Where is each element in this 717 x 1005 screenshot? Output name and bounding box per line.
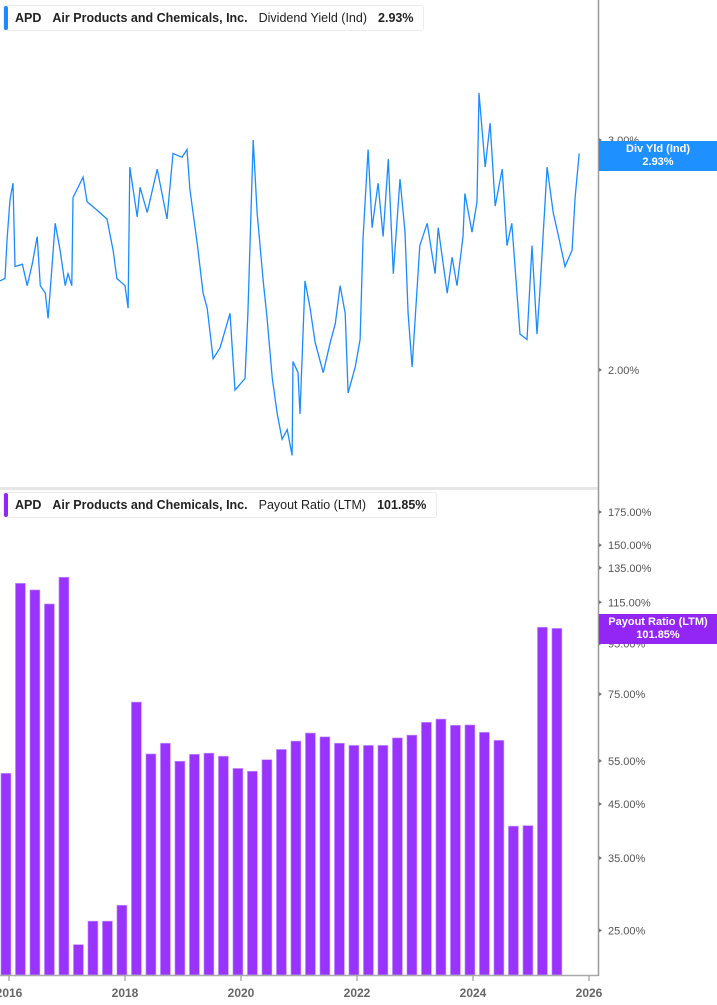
- y-tick-mark: [599, 543, 602, 548]
- dividend-yield-plot: [0, 92, 580, 456]
- y-tick-mark: [599, 565, 602, 570]
- payout-bar: [131, 701, 142, 976]
- legend-company: Air Products and Chemicals, Inc.: [52, 11, 248, 25]
- payout-bar: [392, 737, 403, 976]
- series-color-swatch: [4, 493, 8, 517]
- payout-ratio-badge: Payout Ratio (LTM) 101.85%: [599, 614, 717, 644]
- x-tick-label: 2026: [576, 986, 603, 1000]
- legend-metric: Dividend Yield (Ind): [258, 11, 368, 25]
- y-tick-label: 45.00%: [608, 799, 646, 811]
- payout-bar: [290, 740, 302, 976]
- payout-bar: [15, 583, 26, 976]
- y-tick-mark: [599, 801, 602, 806]
- payout-bar: [174, 760, 186, 976]
- payout-bar: [0, 773, 12, 976]
- payout-bar: [406, 734, 418, 976]
- payout-bar: [377, 745, 389, 976]
- y-tick-mark: [599, 856, 602, 861]
- payout-bar: [508, 825, 519, 976]
- payout-bar: [363, 745, 374, 976]
- payout-bar: [305, 732, 316, 976]
- legend-ticker: APD: [15, 498, 42, 512]
- y-tick-mark: [599, 510, 602, 514]
- payout-bar: [450, 724, 461, 976]
- payout-bar: [334, 742, 345, 976]
- panel-divider[interactable]: [0, 487, 598, 490]
- payout-bar: [58, 576, 70, 976]
- payout-bar: [44, 603, 55, 976]
- y-tick-label: 55.00%: [608, 756, 646, 768]
- payout-bar: [464, 724, 476, 976]
- payout-bar: [145, 753, 157, 976]
- payout-bar: [218, 755, 229, 976]
- payout-bar: [276, 749, 287, 976]
- legend-value: 101.85%: [377, 498, 427, 512]
- payout-bar: [537, 626, 548, 976]
- legend-metric: Payout Ratio (LTM): [258, 498, 367, 512]
- payout-bar: [116, 904, 128, 976]
- payout-bar: [203, 752, 215, 976]
- payout-y-axis: 175.00%150.00%135.00%115.00%95.00%75.00%…: [599, 507, 652, 937]
- y-tick-label: 35.00%: [608, 853, 646, 865]
- x-tick-label: 2022: [344, 986, 371, 1000]
- y-tick-mark: [599, 758, 602, 763]
- x-tick-label: 2018: [112, 986, 139, 1000]
- y-tick-mark: [599, 600, 602, 605]
- y-tick-label: 75.00%: [608, 689, 646, 701]
- payout-bar: [232, 768, 244, 976]
- x-tick-label: 2024: [460, 986, 487, 1000]
- payout-bar: [87, 920, 99, 976]
- y-tick-mark: [599, 367, 602, 372]
- dividend-yield-legend[interactable]: APD Air Products and Chemicals, Inc. Div…: [3, 5, 425, 31]
- legend-value: 2.93%: [378, 11, 414, 25]
- y-tick-label: 135.00%: [608, 563, 652, 575]
- payout-ratio-plot: [0, 576, 563, 976]
- payout-bar: [160, 742, 171, 976]
- payout-bar: [551, 628, 563, 976]
- y-tick-label: 175.00%: [608, 507, 652, 519]
- payout-bar: [421, 722, 432, 976]
- y-tick-mark: [599, 928, 602, 933]
- x-tick-label: 2020: [228, 986, 255, 1000]
- payout-bar: [261, 759, 273, 976]
- payout-bar: [319, 736, 331, 976]
- yield-y-axis: 3.00%2.00%: [599, 135, 639, 377]
- payout-bar: [29, 589, 41, 976]
- payout-bar: [435, 718, 447, 976]
- legend-ticker: APD: [15, 11, 42, 25]
- y-tick-label: 25.00%: [608, 925, 646, 937]
- payout-bar: [493, 740, 505, 976]
- legend-company: Air Products and Chemicals, Inc.: [52, 498, 248, 512]
- y-tick-label: 150.00%: [608, 540, 652, 552]
- payout-bar: [247, 770, 258, 976]
- badge-label: Div Yld (Ind): [626, 143, 690, 155]
- payout-bar: [73, 944, 84, 976]
- payout-bar: [348, 745, 360, 976]
- badge-value: 101.85%: [636, 629, 680, 641]
- y-tick-label: 115.00%: [608, 597, 651, 609]
- dividend-yield-badge: Div Yld (Ind) 2.93%: [599, 141, 717, 171]
- x-tick-label: 2016: [0, 986, 23, 1000]
- y-tick-mark: [599, 692, 602, 697]
- x-axis: 2016 2018 2020 2022 2024 2026: [0, 976, 603, 1000]
- y-tick-label: 2.00%: [608, 365, 639, 377]
- payout-bar: [479, 732, 490, 976]
- series-color-swatch: [4, 6, 8, 30]
- dividend-yield-line: [0, 92, 580, 456]
- payout-bar: [522, 825, 534, 976]
- payout-bar: [102, 920, 113, 976]
- payout-ratio-legend[interactable]: APD Air Products and Chemicals, Inc. Pay…: [3, 492, 438, 518]
- badge-value: 2.93%: [642, 156, 674, 168]
- payout-bar: [189, 754, 200, 976]
- badge-label: Payout Ratio (LTM): [608, 616, 708, 628]
